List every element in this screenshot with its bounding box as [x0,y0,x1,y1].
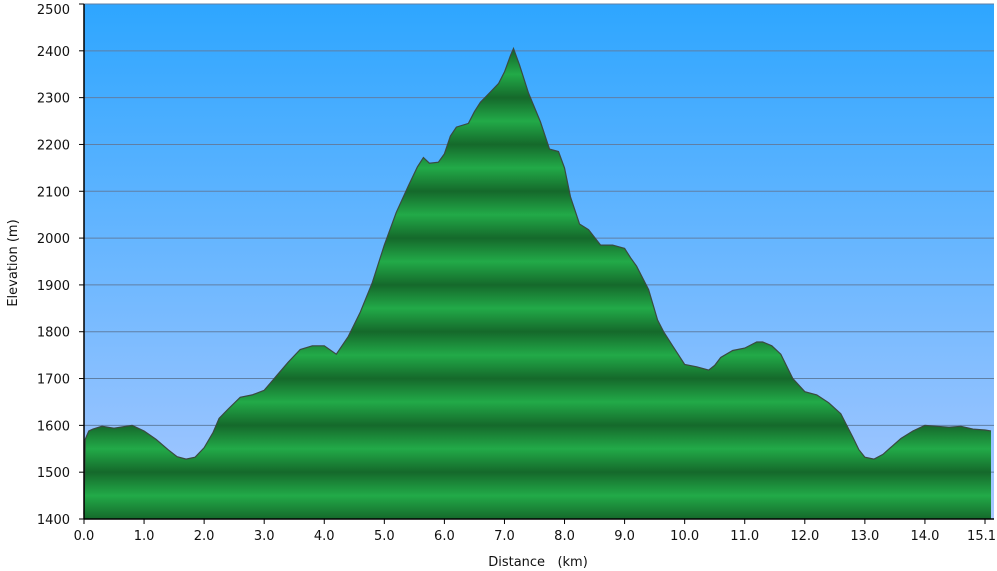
x-tick-label: 4.0 [314,529,335,544]
axes [79,3,994,524]
x-tick-label: 2.0 [194,529,215,544]
y-axis-title: Elevation (m) [6,219,21,306]
x-axis-title: Distance (km) [488,555,588,570]
x-tick-label: 3.0 [254,529,275,544]
x-tick-label: 6.0 [434,529,455,544]
elevation-area [84,48,991,519]
x-tick-label: 5.0 [374,529,395,544]
x-tick-label: 7.0 [494,529,515,544]
y-tick-label: 2500 [37,3,70,18]
tick-labels: 0.0 1.0 2.0 3.0 4.0 5.0 6.0 7.0 8.0 9.0 10.0 11.0 12… [37,3,996,544]
y-tick-label: 1400 [37,513,70,528]
x-tick-label: 13.0 [850,529,879,544]
y-tick-label: 2200 [37,138,70,153]
x-tick-label: 11.0 [730,529,759,544]
x-tick-label: 1.0 [134,529,155,544]
x-tick-label: 10.0 [670,529,699,544]
x-tick-label: 9.0 [614,529,635,544]
x-tick-label: 8.0 [554,529,575,544]
y-tick-label: 2400 [37,45,70,60]
y-tick-label: 2100 [37,185,70,200]
x-tick-label: 0.0 [74,529,95,544]
elevation-line [83,46,992,515]
y-tick-label: 1600 [37,419,70,434]
y-tick-label: 2300 [37,92,70,107]
y-tick-label: 1900 [37,279,70,294]
x-tick-label: 15.1 [967,529,996,544]
x-tick-label: 14.0 [910,529,939,544]
y-tick-label: 2000 [37,232,70,247]
x-tick-label: 12.0 [790,529,819,544]
y-tick-label: 1800 [37,326,70,341]
y-tick-label: 1700 [37,373,70,388]
y-tick-label: 1500 [37,466,70,481]
